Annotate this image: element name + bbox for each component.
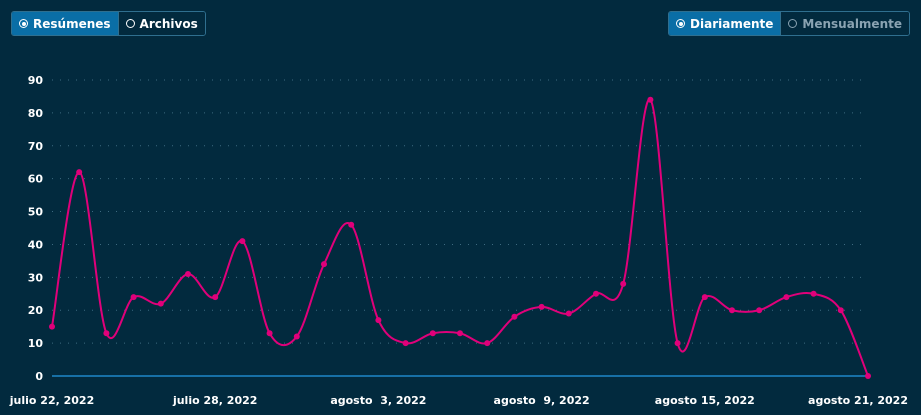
x-tick-label: agosto 3, 2022 — [330, 394, 426, 407]
data-point[interactable] — [729, 307, 735, 314]
data-point[interactable] — [429, 330, 436, 337]
x-tick-label: julio 28, 2022 — [172, 394, 257, 407]
data-point[interactable] — [266, 330, 273, 337]
data-point[interactable] — [293, 333, 300, 340]
data-point[interactable] — [402, 340, 409, 347]
toggle-mensualmente[interactable]: Mensualmente — [780, 12, 909, 35]
data-point[interactable] — [375, 317, 382, 324]
y-tick-label: 0 — [35, 370, 43, 383]
radio-selected-icon — [676, 19, 686, 28]
radio-unselected-icon — [125, 19, 135, 28]
y-tick-label: 20 — [28, 304, 44, 317]
toggle-archivos[interactable]: Archivos — [117, 12, 205, 35]
toggle-mensualmente-label: Mensualmente — [802, 16, 902, 31]
data-point[interactable] — [565, 310, 572, 317]
data-point[interactable] — [130, 294, 137, 301]
data-point[interactable] — [593, 290, 599, 297]
data-point[interactable] — [76, 169, 83, 176]
y-tick-label: 90 — [28, 74, 44, 87]
data-point[interactable] — [348, 221, 355, 228]
y-tick-label: 70 — [28, 140, 44, 153]
data-point[interactable] — [185, 271, 191, 278]
data-point[interactable] — [810, 290, 817, 297]
y-tick-label: 80 — [28, 107, 44, 120]
toggle-diariamente-label: Diariamente — [690, 16, 774, 31]
y-tick-label: 50 — [28, 206, 44, 219]
data-point[interactable] — [103, 330, 110, 337]
y-tick-label: 30 — [28, 271, 44, 284]
data-point[interactable] — [321, 261, 327, 268]
data-point[interactable] — [701, 294, 708, 301]
data-point[interactable] — [756, 307, 763, 314]
data-point[interactable] — [783, 294, 790, 301]
toggle-resumenes-label: Resúmenes — [33, 16, 111, 31]
toggle-diariamente[interactable]: Diariamente — [669, 12, 781, 35]
data-point[interactable] — [674, 340, 681, 347]
y-tick-label: 60 — [28, 173, 44, 186]
data-point[interactable] — [511, 313, 518, 320]
data-point[interactable] — [620, 280, 627, 287]
x-tick-label: agosto 15, 2022 — [655, 394, 755, 407]
y-tick-label: 10 — [28, 337, 44, 350]
data-points — [49, 96, 871, 379]
period-toggle-group: Diariamente Mensualmente — [668, 11, 910, 36]
data-point[interactable] — [212, 294, 219, 301]
data-point[interactable] — [239, 238, 246, 245]
y-tick-label: 40 — [28, 238, 44, 251]
data-point[interactable] — [484, 340, 491, 347]
radio-unselected-icon — [788, 19, 798, 28]
data-point[interactable] — [457, 330, 463, 337]
x-tick-label: agosto 21, 2022 — [808, 394, 908, 407]
grid-lines — [52, 79, 868, 344]
data-point[interactable] — [157, 300, 164, 307]
x-tick-label: julio 22, 2022 — [9, 394, 94, 407]
data-point[interactable] — [865, 373, 871, 379]
data-point[interactable] — [49, 323, 55, 330]
x-tick-label: agosto 9, 2022 — [494, 394, 590, 407]
y-axis-ticks: 0 10 20 30 40 50 60 70 80 90 — [28, 74, 44, 383]
data-point[interactable] — [837, 307, 844, 314]
toggle-resumenes[interactable]: Resúmenes — [12, 12, 118, 35]
view-toggle-group: Resúmenes Archivos — [11, 11, 206, 36]
toggle-archivos-label: Archivos — [139, 16, 198, 31]
radio-selected-icon — [19, 19, 28, 28]
data-point[interactable] — [538, 303, 545, 310]
x-axis-ticks: julio 22, 2022 julio 28, 2022 agosto 3, 20… — [9, 394, 908, 407]
data-point[interactable] — [647, 96, 654, 103]
